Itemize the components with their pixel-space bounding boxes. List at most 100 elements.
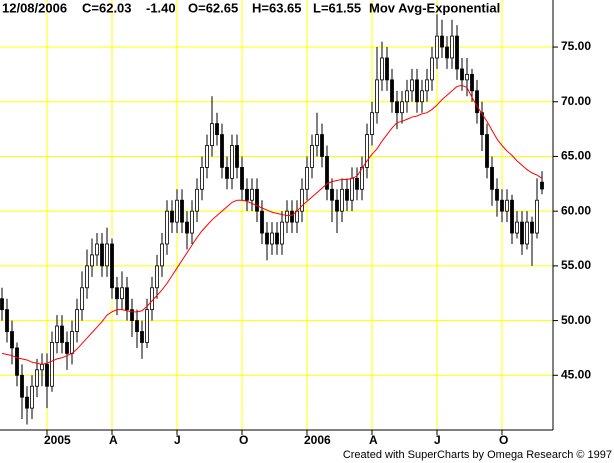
ema-line <box>1 84 543 365</box>
candle-body <box>15 347 19 376</box>
candle-body <box>140 331 144 343</box>
candle-body <box>475 90 479 114</box>
candle-body <box>75 309 79 332</box>
candle-body <box>250 188 254 201</box>
x-tick-label: J <box>174 433 181 447</box>
candle-body <box>50 342 54 387</box>
candle-body <box>135 320 139 332</box>
candle-body <box>450 35 454 59</box>
y-tick-label: 45.00 <box>561 367 591 381</box>
candle-body <box>385 57 389 81</box>
candle-body <box>300 188 304 212</box>
candle-body <box>200 167 204 190</box>
candle-body <box>470 74 474 92</box>
candle-body <box>25 396 29 409</box>
candle-body <box>345 188 349 201</box>
candle-body <box>355 177 359 190</box>
candle-body <box>375 79 379 114</box>
candle-body <box>530 221 534 234</box>
candle-body <box>485 134 489 168</box>
candle-body <box>275 232 279 245</box>
candle-body <box>45 363 49 387</box>
candle-body <box>145 309 149 343</box>
candle-body <box>340 188 344 212</box>
x-tick-label: O <box>239 433 248 447</box>
candle-body <box>85 265 89 289</box>
candle-body <box>280 221 284 245</box>
candle-body <box>130 309 134 321</box>
candle-body <box>380 57 384 81</box>
candle-body <box>60 325 64 343</box>
candle-body <box>125 287 129 311</box>
candle-body <box>205 145 209 168</box>
candle-body <box>100 243 104 267</box>
candle-body <box>395 101 399 114</box>
candle-body <box>310 145 314 168</box>
candle-body <box>525 221 529 245</box>
candle-body <box>290 210 294 223</box>
candle-body <box>410 79 414 92</box>
candle-body <box>440 35 444 48</box>
candle-body <box>505 199 509 212</box>
candle-body <box>175 199 179 223</box>
candle-body <box>325 156 329 190</box>
candle-body <box>460 68 464 81</box>
candle-body <box>120 287 124 300</box>
header-low: L=61.55 <box>313 0 361 15</box>
candle-body <box>335 199 339 212</box>
candle-body <box>455 35 459 70</box>
candle-body <box>160 243 164 267</box>
candle-body <box>225 167 229 179</box>
candle-body <box>215 123 219 135</box>
x-tick-label: 2005 <box>44 433 71 447</box>
candle-body <box>30 385 34 409</box>
candle-body <box>55 325 59 343</box>
candle-body <box>430 57 434 81</box>
candle-body <box>350 177 354 201</box>
candle-body <box>155 265 159 289</box>
candle-body <box>510 199 514 234</box>
candle-body <box>305 167 309 190</box>
candle-body <box>425 79 429 92</box>
candle-body <box>260 210 264 234</box>
candle-body <box>210 123 214 146</box>
candle-body <box>20 374 24 398</box>
candle-body <box>515 221 519 234</box>
x-tick-label: A <box>109 433 118 447</box>
candle-body <box>115 287 119 300</box>
marks <box>0 14 544 425</box>
candle-body <box>185 221 189 234</box>
candle-body <box>365 134 369 168</box>
candle-body <box>480 112 484 135</box>
candle-body <box>95 243 99 256</box>
y-tick-label: 60.00 <box>561 203 591 217</box>
candle-body <box>180 199 184 223</box>
candle-body <box>170 210 174 223</box>
candle-body <box>65 342 69 354</box>
candle-body <box>70 331 74 354</box>
footer: Created with SuperCharts by Omega Resear… <box>343 449 612 461</box>
candle-body <box>150 287 154 311</box>
candle-body <box>190 210 194 234</box>
candle-body <box>520 221 524 245</box>
header-change: -1.40 <box>146 0 176 15</box>
x-tick-label: J <box>434 433 441 447</box>
y-tick-label: 50.00 <box>561 313 591 327</box>
candle-body <box>435 35 439 59</box>
x-tick-label: A <box>369 433 378 447</box>
x-tick-label: 2006 <box>304 433 331 447</box>
candle-body <box>105 243 109 267</box>
header-close: C=62.03 <box>82 0 132 15</box>
candle-body <box>165 210 169 245</box>
candle-body <box>265 232 269 245</box>
candle-body <box>405 90 409 103</box>
candle-body <box>5 309 9 332</box>
candle-body <box>80 287 84 311</box>
candle-body <box>240 167 244 190</box>
candle-body <box>315 134 319 146</box>
y-tick-label: 55.00 <box>561 258 591 272</box>
candle-body <box>415 79 419 103</box>
header-date: 12/08/2006 <box>2 0 67 15</box>
candle-body <box>390 79 394 103</box>
